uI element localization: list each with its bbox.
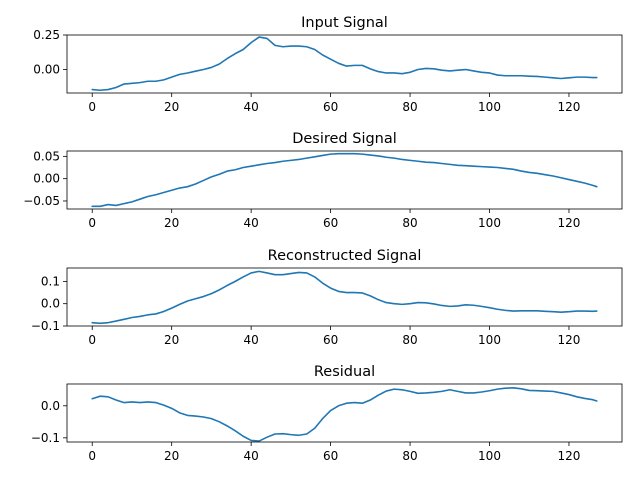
x-tick-label: 100: [478, 100, 501, 114]
x-tick-label: 20: [164, 333, 179, 347]
y-tick-label: 0.05: [33, 149, 60, 163]
y-tick-label: 0.1: [41, 274, 60, 288]
x-tick-label: 0: [88, 333, 96, 347]
subplot-3: Reconstructed Signal 0 20 40 60 80 100 120 −0.1 0…: [31, 248, 623, 347]
axes-frame: [66, 383, 623, 443]
x-tick-label: 60: [323, 449, 338, 463]
y-tick-label: −0.1: [31, 431, 60, 445]
subplot-title: Reconstructed Signal: [268, 248, 422, 264]
x-tick-label: 100: [478, 216, 501, 230]
x-tick-label: 40: [243, 100, 258, 114]
x-tick-label: 60: [323, 100, 338, 114]
series-line: [91, 387, 598, 442]
x-tick-label: 20: [164, 100, 179, 114]
x-tick-label: 40: [243, 449, 258, 463]
x-tick-label: 20: [164, 449, 179, 463]
x-tick-label: 40: [243, 216, 258, 230]
series-line: [91, 36, 598, 92]
series-line: [91, 152, 598, 208]
x-tick-label: 20: [164, 216, 179, 230]
axes-frame: [66, 267, 623, 327]
subplot-4: Residual 0 20 40 60 80 100 120 −0.1 0.0: [31, 364, 623, 463]
y-tick-label: −0.1: [31, 319, 60, 333]
y-tick-label: 0.0: [41, 399, 60, 413]
series-line: [91, 270, 598, 325]
axes-frame: [66, 34, 623, 94]
x-tick-label: 120: [558, 216, 581, 230]
y-tick-label: 0.25: [33, 28, 60, 42]
y-tick-label: −0.05: [23, 194, 60, 208]
x-tick-label: 80: [402, 216, 417, 230]
x-tick-label: 60: [323, 333, 338, 347]
subplot-1: Input Signal 0 20 40 60 80 100 120 0.00 0.25: [33, 15, 623, 114]
x-tick-label: 120: [558, 333, 581, 347]
subplot-title: Desired Signal: [292, 131, 397, 147]
x-tick-label: 100: [478, 333, 501, 347]
x-tick-label: 40: [243, 333, 258, 347]
x-tick-label: 60: [323, 216, 338, 230]
y-tick-label: 0.00: [33, 63, 60, 77]
x-tick-label: 0: [88, 449, 96, 463]
subplot-title: Input Signal: [301, 15, 388, 31]
x-tick-label: 0: [88, 216, 96, 230]
x-tick-label: 80: [402, 333, 417, 347]
y-tick-label: 0.00: [33, 172, 60, 186]
axes-frame: [66, 150, 623, 210]
subplot-2: Desired Signal 0 20 40 60 80 100 120 −0.05 0.00 0.…: [23, 131, 623, 230]
x-tick-label: 0: [88, 100, 96, 114]
x-tick-label: 120: [558, 100, 581, 114]
x-tick-label: 100: [478, 449, 501, 463]
y-tick-label: 0.0: [41, 297, 60, 311]
subplot-title: Residual: [314, 364, 375, 380]
x-tick-label: 80: [402, 100, 417, 114]
x-tick-label: 80: [402, 449, 417, 463]
x-tick-label: 120: [558, 449, 581, 463]
